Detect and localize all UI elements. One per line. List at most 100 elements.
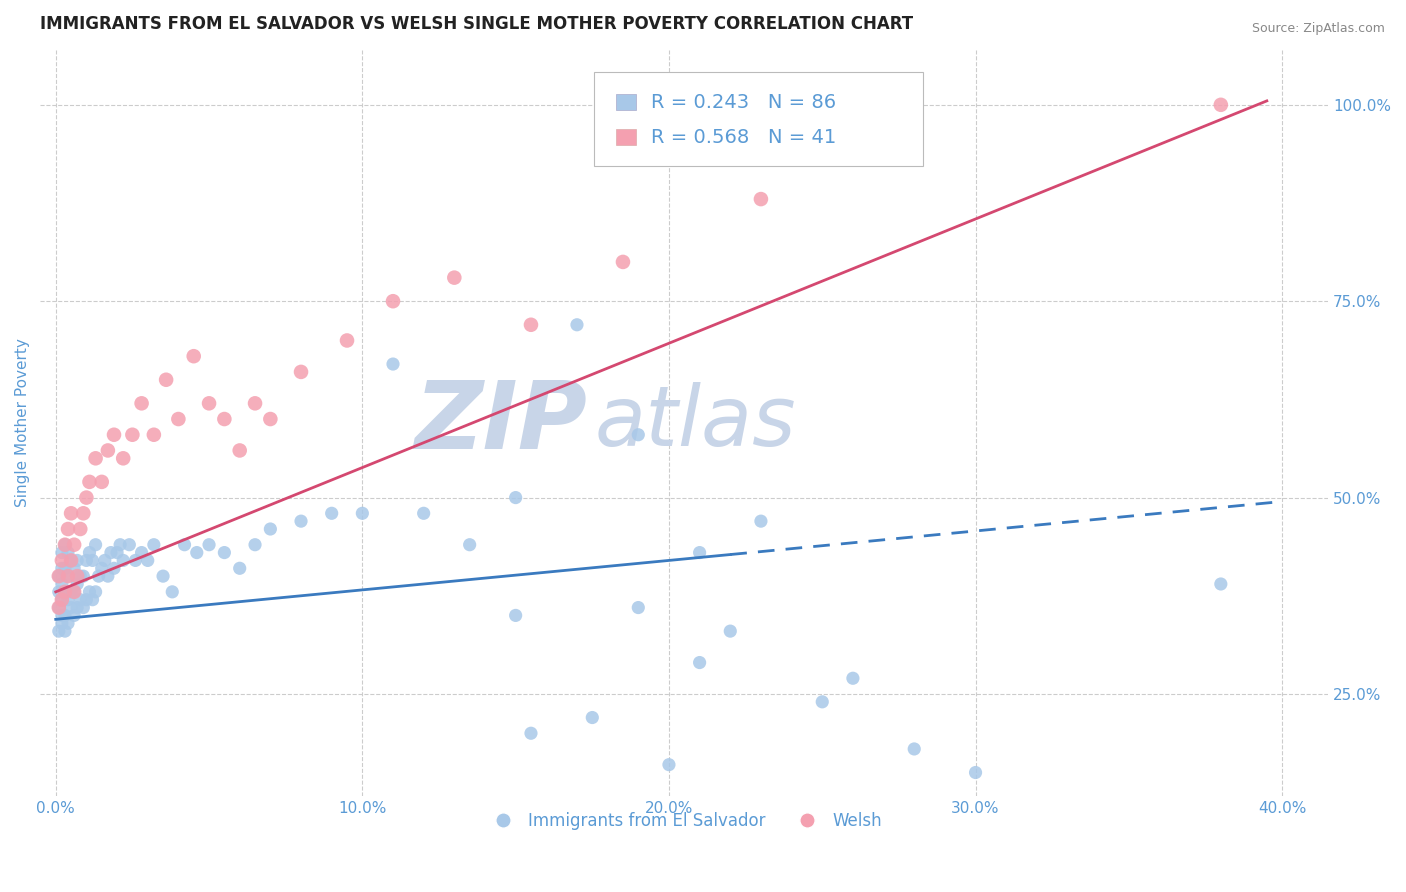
Point (382, 294, 405, 309)
Point (56, 569, 79, 583)
Point (214, 412, 236, 426)
Point (56, 616, 79, 631)
Point (84, 538, 107, 552)
Point (243, 538, 266, 552)
Point (69, 569, 91, 583)
Point (152, 569, 174, 583)
Point (75, 491, 97, 505)
Point (965, 765, 987, 780)
Point (100, 545, 122, 559)
Point (75, 592, 97, 607)
Point (79, 545, 101, 559)
FancyBboxPatch shape (595, 72, 922, 166)
Point (505, 491, 527, 505)
Point (60, 600, 83, 615)
Point (136, 553, 159, 567)
Point (72, 600, 94, 615)
Point (689, 656, 711, 670)
Text: IMMIGRANTS FROM EL SALVADOR VS WELSH SINGLE MOTHER POVERTY CORRELATION CHART: IMMIGRANTS FROM EL SALVADOR VS WELSH SIN… (41, 15, 914, 33)
Point (162, 585, 184, 599)
Point (75, 553, 97, 567)
Point (63, 585, 86, 599)
Point (53, 538, 76, 552)
Bar (616, 129, 636, 145)
Point (60, 585, 83, 599)
Point (259, 522, 281, 536)
Point (60, 553, 83, 567)
Text: R = 0.243   N = 86: R = 0.243 N = 86 (651, 93, 837, 112)
Point (689, 545, 711, 559)
Point (173, 538, 195, 552)
Point (53, 538, 76, 552)
Point (53, 624, 76, 639)
Point (321, 506, 343, 520)
Point (82, 553, 104, 567)
Point (112, 553, 135, 567)
Point (183, 349, 205, 363)
Point (627, 600, 650, 615)
Point (51, 608, 73, 623)
Point (103, 427, 125, 442)
Point (66, 569, 89, 583)
Point (63, 608, 86, 623)
Point (658, 757, 681, 772)
Point (228, 443, 250, 458)
Point (82, 592, 104, 607)
Point (627, 427, 650, 442)
Point (186, 545, 208, 559)
Point (167, 412, 190, 426)
Point (48, 624, 70, 639)
Point (612, 255, 634, 269)
Point (60, 553, 83, 567)
Point (72, 569, 94, 583)
Point (87, 569, 110, 583)
Point (520, 726, 543, 740)
Point (336, 334, 359, 348)
Point (131, 545, 153, 559)
Point (97, 443, 120, 458)
Point (53, 585, 76, 599)
Point (53, 561, 76, 575)
Point (520, 318, 543, 332)
Point (48, 569, 70, 583)
Point (749, 192, 772, 206)
Point (142, 427, 165, 442)
Point (124, 553, 146, 567)
Point (565, 318, 588, 332)
Point (56, 522, 79, 536)
Point (79, 475, 101, 489)
Point (51, 616, 73, 631)
Point (412, 506, 434, 520)
Point (56, 592, 79, 607)
Point (56, 545, 79, 559)
Point (1209, 577, 1232, 591)
Point (97, 569, 120, 583)
Point (112, 451, 135, 466)
Point (352, 506, 374, 520)
Point (505, 608, 527, 623)
Point (69, 522, 91, 536)
Point (72, 506, 94, 520)
Point (142, 538, 165, 552)
Point (48, 585, 70, 599)
Point (90, 561, 112, 575)
Point (198, 396, 221, 410)
Point (842, 671, 865, 685)
Point (63, 561, 86, 575)
Point (60, 506, 83, 520)
Point (48, 600, 70, 615)
Point (382, 357, 405, 371)
Point (90, 475, 112, 489)
Point (290, 514, 312, 528)
Point (103, 561, 125, 575)
Point (51, 592, 73, 607)
Point (811, 695, 834, 709)
Point (228, 561, 250, 575)
Point (290, 365, 312, 379)
Point (259, 412, 281, 426)
Point (108, 538, 131, 552)
Point (718, 624, 741, 639)
Point (243, 396, 266, 410)
Point (155, 373, 177, 387)
Point (63, 585, 86, 599)
